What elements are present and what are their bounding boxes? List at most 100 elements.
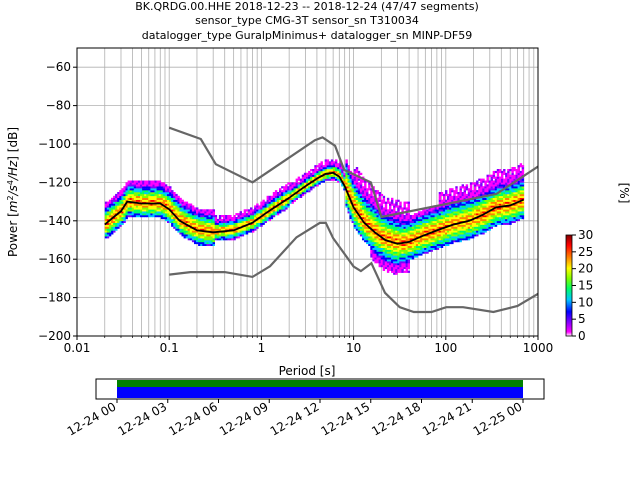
- heatmap-cell: [463, 222, 466, 225]
- heatmap-cell: [382, 213, 386, 216]
- heatmap-cell: [252, 224, 255, 227]
- heatmap-cell: [386, 251, 390, 254]
- heatmap-cell: [471, 232, 475, 235]
- heatmap-cell: [517, 218, 520, 222]
- heatmap-cell: [501, 192, 504, 195]
- heatmap-cell: [395, 251, 398, 254]
- heatmap-cell: [507, 176, 510, 179]
- heatmap-cell: [372, 234, 375, 237]
- heatmap-cell: [227, 224, 230, 227]
- heatmap-cell: [463, 230, 466, 233]
- heatmap-cell: [140, 184, 143, 187]
- heatmap-cell: [370, 211, 373, 214]
- heatmap-cell: [517, 170, 520, 174]
- heatmap-cell: [438, 217, 442, 220]
- heatmap-cell: [382, 251, 386, 254]
- heatmap-cell: [200, 209, 203, 212]
- heatmap-cell: [513, 178, 516, 181]
- heatmap-cell: [374, 213, 377, 216]
- heatmap-cell: [368, 224, 371, 227]
- heatmap-cell: [241, 215, 245, 218]
- heatmap-cell: [127, 192, 130, 195]
- heatmap-cell: [355, 180, 359, 183]
- heatmap-cell: [503, 209, 506, 212]
- heatmap-cell: [401, 234, 404, 237]
- heatmap-cell: [142, 192, 145, 195]
- heatmap-cell: [498, 199, 502, 202]
- heatmap-cell: [260, 201, 263, 204]
- heatmap-cell: [119, 190, 122, 193]
- heatmap-cell: [243, 213, 247, 216]
- heatmap-cell: [397, 251, 400, 254]
- heatmap-cell: [185, 228, 189, 231]
- heatmap-cell: [397, 222, 400, 225]
- heatmap-cell: [393, 215, 396, 218]
- heatmap-cell: [501, 193, 504, 197]
- heatmap-cell: [374, 236, 377, 239]
- heatmap-cell: [445, 228, 448, 231]
- heatmap-cell: [463, 218, 466, 222]
- heatmap-cell: [428, 209, 431, 212]
- heatmap-cell: [135, 215, 139, 218]
- heatmap-cell: [411, 215, 415, 218]
- heatmap-cell: [345, 172, 348, 175]
- heatmap-cell: [374, 220, 377, 223]
- heatmap-cell: [206, 226, 209, 229]
- heatmap-cell: [314, 165, 317, 168]
- heatmap-cell: [428, 241, 431, 245]
- heatmap-cell: [436, 241, 440, 245]
- heatmap-cell: [449, 240, 452, 243]
- heatmap-cell: [185, 220, 189, 223]
- heatmap-cell: [335, 165, 338, 168]
- heatmap-cell: [399, 218, 402, 222]
- heatmap-cell: [463, 193, 466, 197]
- heatmap-cell: [420, 251, 423, 254]
- heatmap-cell: [440, 241, 444, 245]
- heatmap-cell: [424, 213, 427, 216]
- heatmap-cell: [492, 203, 496, 206]
- heatmap-cell: [515, 190, 518, 193]
- heatmap-cell: [451, 207, 454, 210]
- heatmap-cell: [133, 197, 137, 200]
- heatmap-cell: [380, 259, 384, 262]
- heatmap-cell: [152, 197, 155, 200]
- heatmap-cell: [258, 213, 261, 216]
- heatmap-cell: [119, 222, 122, 225]
- heatmap-cell: [241, 228, 245, 231]
- heatmap-cell: [198, 222, 201, 225]
- heatmap-cell: [301, 190, 305, 193]
- heatmap-cell: [418, 247, 421, 250]
- heatmap-cell: [252, 226, 255, 229]
- heatmap-cell: [409, 247, 413, 250]
- heatmap-cell: [513, 215, 516, 218]
- heatmap-cell: [420, 222, 423, 225]
- heatmap-cell: [351, 213, 354, 216]
- heatmap-cell: [164, 186, 168, 189]
- heatmap-cell: [490, 211, 493, 214]
- heatmap-cell: [355, 226, 359, 229]
- heatmap-cell: [507, 201, 510, 204]
- heatmap-cell: [509, 218, 512, 222]
- heatmap-cell: [451, 211, 454, 214]
- heatmap-cell: [393, 226, 396, 229]
- heatmap-cell: [503, 197, 506, 200]
- heatmap-cell: [345, 176, 348, 179]
- heatmap-cell: [445, 207, 448, 210]
- heatmap-cell: [440, 238, 444, 241]
- heatmap-cell: [279, 192, 282, 195]
- chart-title-line-1: BK.QRDG.00.HHE 2018-12-23 -- 2018-12-24 …: [135, 0, 479, 13]
- heatmap-cell: [216, 238, 220, 241]
- heatmap-cell: [362, 217, 365, 220]
- heatmap-cell: [424, 217, 427, 220]
- heatmap-cell: [185, 226, 189, 229]
- heatmap-cell: [320, 176, 323, 179]
- heatmap-cell: [262, 222, 265, 225]
- heatmap-cell: [285, 190, 288, 193]
- heatmap-cell: [459, 230, 462, 233]
- heatmap-cell: [291, 201, 294, 204]
- heatmap-cell: [272, 197, 276, 200]
- heatmap-cell: [395, 203, 398, 206]
- heatmap-cell: [158, 184, 162, 187]
- heatmap-cell: [347, 203, 350, 206]
- heatmap-cell: [467, 192, 471, 195]
